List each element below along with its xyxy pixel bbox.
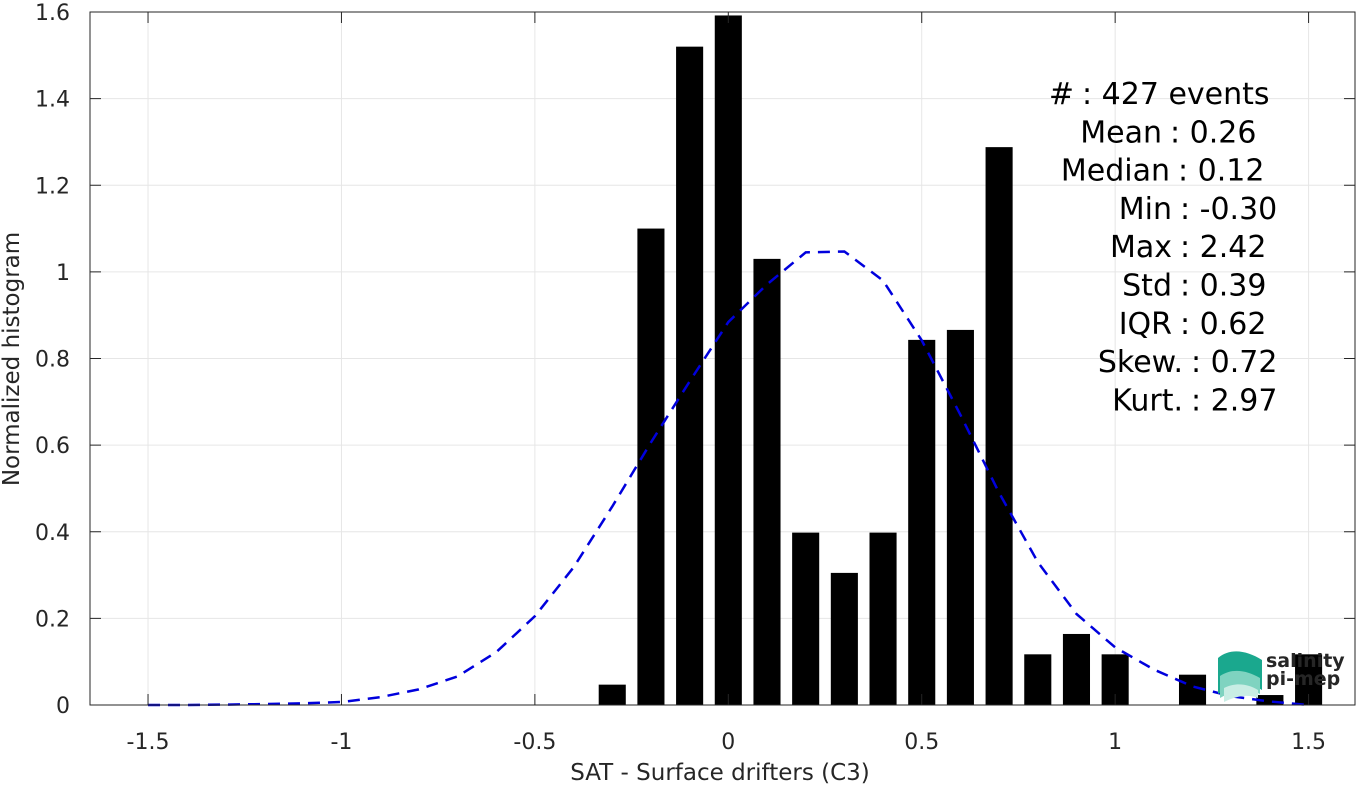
histogram-bar [1256, 695, 1284, 705]
y-axis-label: Normalized histogram [0, 232, 25, 486]
logo-wave-icon [1218, 651, 1262, 702]
y-tick-label: 0.6 [35, 434, 70, 459]
x-tick-label: -0.5 [513, 730, 556, 755]
logo-line-2: pi-mep [1266, 668, 1340, 690]
gaussian-fit-curve [148, 250, 1309, 707]
stat-value: : 427 events [1082, 77, 1270, 112]
stat-label: Mean [1080, 115, 1162, 150]
fit-curve-line [148, 250, 1309, 707]
histogram-bar [753, 258, 781, 705]
stat-label: Max [1110, 230, 1172, 265]
stat-label: Skew. [1098, 345, 1183, 380]
y-tick-label: 0.4 [35, 521, 70, 546]
histogram-bar [598, 684, 626, 705]
y-tick-label: 0 [56, 694, 70, 719]
x-tick-label: 1 [1108, 730, 1122, 755]
stat-value: : 2.42 [1180, 230, 1266, 265]
stat-label: Median [1061, 154, 1170, 189]
y-tick-label: 1 [56, 261, 70, 286]
y-tick-label: 0.2 [35, 607, 70, 632]
x-axis-label: SAT - Surface drifters (C3) [570, 760, 870, 785]
stat-value: : 0.62 [1180, 307, 1266, 342]
stat-value: : 0.39 [1180, 269, 1266, 304]
stat-value: : -0.30 [1180, 192, 1277, 227]
histogram-bar [946, 329, 974, 705]
histogram-bars [598, 15, 1323, 705]
y-tick-label: 0.8 [35, 348, 70, 373]
stat-label: IQR [1119, 307, 1172, 342]
stat-label: Kurt. [1112, 383, 1183, 418]
x-tick-label: -1 [330, 730, 352, 755]
x-tick-label: -1.5 [127, 730, 170, 755]
histogram-bar [637, 228, 665, 705]
y-tick-label: 1.4 [35, 88, 70, 113]
stat-label: # [1049, 77, 1074, 112]
histogram-bar [985, 147, 1013, 705]
tick-labels: -1.5 -1 -0.5 0 0.5 1 1.5 0 0.2 0.4 0.6 0.8 1 1.2 1.4 1.… [35, 1, 1326, 755]
stat-value: : 2.97 [1191, 383, 1277, 418]
histogram-bar [869, 532, 897, 705]
x-tick-label: 0 [721, 730, 735, 755]
y-tick-label: 1.2 [35, 174, 70, 199]
logo-line-1: salinity [1266, 650, 1345, 672]
histogram-bar [1024, 654, 1052, 705]
histogram-bar [792, 532, 820, 705]
x-tick-label: 1.5 [1291, 730, 1326, 755]
x-tick-label: 0.5 [904, 730, 939, 755]
stat-label: Min [1119, 192, 1172, 227]
y-tick-label: 1.6 [35, 1, 70, 26]
stat-value: : 0.26 [1170, 115, 1256, 150]
histogram-bar [830, 572, 858, 705]
salinity-pi-mep-logo: salinity pi-mep [1218, 650, 1345, 702]
stat-value: : 0.72 [1191, 345, 1277, 380]
histogram-bar [1062, 633, 1091, 705]
histogram-bar [676, 46, 704, 705]
stat-value: : 0.12 [1178, 154, 1264, 189]
stat-label: Std [1122, 269, 1172, 304]
histogram-bar [908, 339, 936, 705]
axes [89, 11, 1356, 706]
histogram-bar [714, 15, 742, 705]
